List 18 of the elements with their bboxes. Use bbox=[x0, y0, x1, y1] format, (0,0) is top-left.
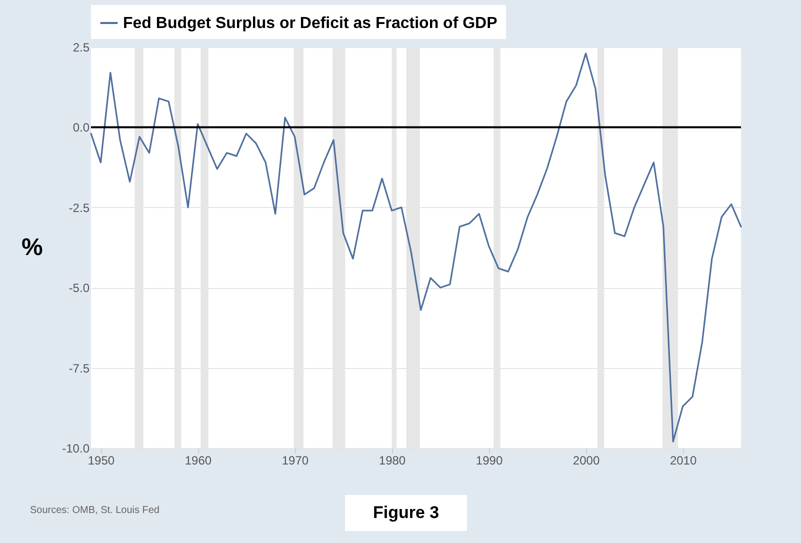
x-tick-label: 1950 bbox=[88, 454, 115, 468]
x-tick-label: 1990 bbox=[476, 454, 503, 468]
line-series bbox=[90, 52, 742, 442]
x-tick-label: 1970 bbox=[282, 454, 309, 468]
source-note: Sources: OMB, St. Louis Fed bbox=[30, 505, 160, 516]
y-tick-label: -5.0 bbox=[68, 281, 90, 296]
y-tick-label: -10.0 bbox=[62, 442, 90, 456]
y-tick-label: 2.5 bbox=[72, 40, 90, 54]
x-tick-label: 1980 bbox=[378, 454, 406, 468]
x-tick-label: 1960 bbox=[184, 454, 212, 468]
y-tick-label: -7.5 bbox=[68, 361, 90, 376]
x-tick-label: 2010 bbox=[670, 454, 697, 468]
x-tick-label: 2000 bbox=[572, 454, 600, 468]
y-tick-label: -2.5 bbox=[68, 200, 90, 215]
caption: Figure 3 bbox=[345, 495, 468, 531]
legend-label: Fed Budget Surplus or Deficit as Fraction of GDP bbox=[123, 15, 498, 32]
y-axis-title: % bbox=[21, 234, 43, 261]
y-tick-label: 0.0 bbox=[72, 120, 90, 135]
